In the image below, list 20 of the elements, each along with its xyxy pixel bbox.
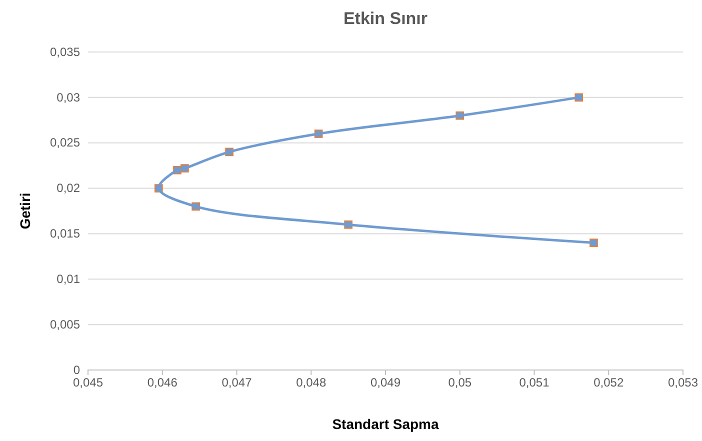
y-tick-label: 0,025 (50, 136, 80, 150)
y-tick-label: 0,015 (50, 226, 80, 241)
chart-title: Etkin Sınır (343, 9, 428, 28)
x-tick-label: 0,053 (668, 376, 698, 390)
y-tick-label: 0 (73, 362, 80, 377)
x-tick-label: 0,046 (147, 376, 178, 390)
x-tick-label: 0,052 (594, 376, 624, 390)
x-tick-label: 0,047 (222, 376, 252, 390)
y-tick-label: 0,005 (50, 317, 80, 332)
x-tick-label: 0,05 (448, 376, 472, 390)
y-tick-label: 0,03 (56, 90, 80, 104)
y-tick-label: 0,02 (56, 181, 80, 196)
y-axis-title: Getiri (17, 192, 33, 230)
y-tick-label: 0,01 (56, 272, 80, 286)
x-tick-label: 0,045 (72, 376, 104, 390)
x-tick-label: 0,051 (519, 376, 550, 390)
y-tick-label: 0,035 (50, 44, 80, 59)
x-tick-label: 0,048 (296, 376, 326, 390)
x-axis-title: Standart Sapma (332, 416, 440, 432)
x-tick-label: 0,049 (370, 376, 401, 390)
